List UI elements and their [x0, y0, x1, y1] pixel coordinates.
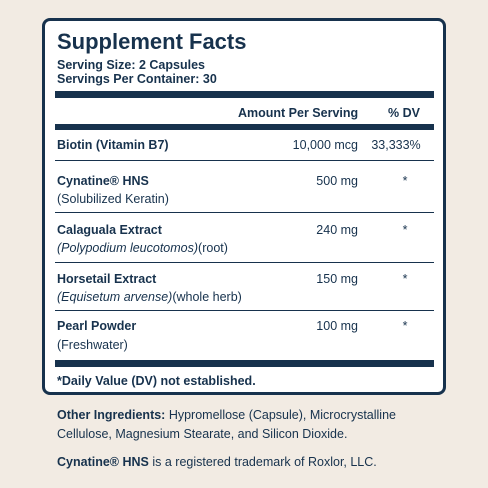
servings-per-container: Servings Per Container: 30: [57, 72, 217, 86]
latin-name: (Polypodium leucotomos): [57, 241, 199, 255]
daily-value: *: [402, 174, 408, 188]
divider: [55, 360, 434, 367]
amount: 150 mg: [316, 272, 358, 286]
facts-panel: [42, 18, 446, 395]
divider: [55, 124, 434, 130]
ingredients-text: Hypromellose (Capsule), Microcrystalline…: [57, 408, 396, 441]
label: Other Ingredients:: [57, 408, 166, 422]
trademark: Cynatine® HNS is a registered trademark …: [57, 455, 377, 470]
part: (whole herb): [172, 290, 242, 304]
ingredient-name: Cynatine® HNS: [57, 174, 149, 188]
daily-value: *: [402, 272, 408, 286]
daily-value: 33,333%: [371, 138, 421, 152]
row-line: [55, 160, 434, 161]
latin-name: (Equisetum arvense): [57, 290, 173, 304]
trademark-text: is a registered trademark of Roxlor, LLC…: [152, 455, 377, 469]
title: Supplement Facts: [57, 29, 247, 54]
amount: 100 mg: [316, 319, 358, 333]
amount: 500 mg: [316, 174, 358, 188]
ingredient-name: Calaguala Extract: [57, 223, 162, 237]
part: (root): [198, 241, 228, 255]
row-line: [55, 212, 434, 213]
ingredient-name: Biotin (Vitamin B7): [57, 138, 169, 152]
other-ingredients: Other Ingredients: Hypromellose (Capsule…: [57, 406, 427, 444]
amount: 10,000 mcg: [292, 138, 358, 152]
serving-size: Serving Size: 2 Capsules: [57, 58, 205, 72]
trademark-name: Cynatine® HNS: [57, 455, 149, 469]
daily-value: *: [402, 319, 408, 333]
column-header: % DV: [388, 106, 420, 120]
ingredient-note: (Solubilized Keratin): [57, 192, 169, 206]
ingredient-note: (Freshwater): [57, 338, 128, 352]
daily-value: *: [402, 223, 408, 237]
column-header: Amount Per Serving: [238, 106, 359, 120]
footnote: *Daily Value (DV) not established.: [57, 374, 256, 388]
divider: [55, 91, 434, 98]
ingredient-name: Horsetail Extract: [57, 272, 157, 286]
ingredient-note: (Equisetum arvense)(whole herb): [57, 290, 242, 305]
ingredient-name: Pearl Powder: [57, 319, 137, 333]
row-line: [55, 310, 434, 311]
row-line: [55, 262, 434, 263]
ingredient-note: (Polypodium leucotomos)(root): [57, 241, 228, 256]
amount: 240 mg: [316, 223, 358, 237]
